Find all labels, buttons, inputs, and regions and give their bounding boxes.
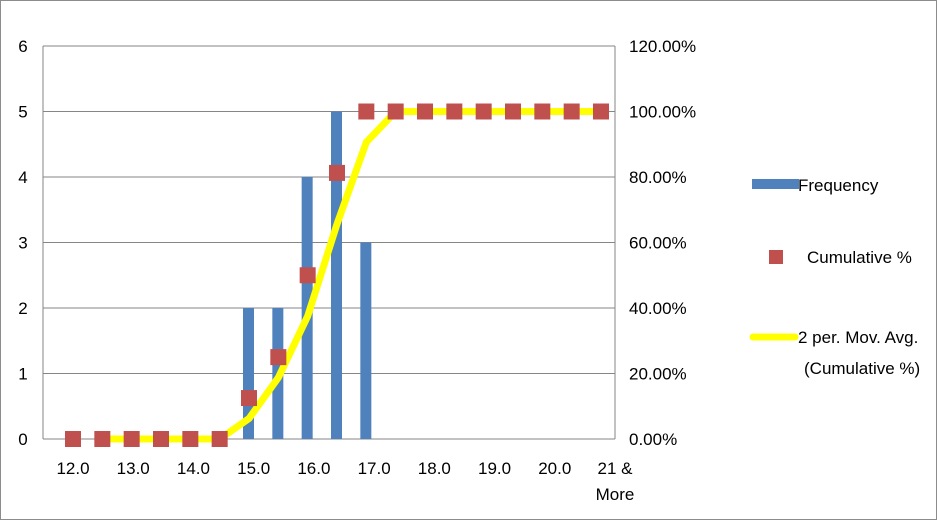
x-tick-label: 19.0 (478, 459, 511, 478)
x-tick-label-line: 20.0 (538, 459, 571, 478)
y-right-tick-label: 120.00% (629, 37, 696, 56)
cumulative-percent-marker (534, 103, 551, 120)
cumulative-percent-marker (299, 267, 316, 284)
x-tick-label: 14.0 (177, 459, 210, 478)
legend-frequency-swatch (752, 179, 799, 189)
y-right-tick-label: 60.00% (629, 234, 687, 253)
x-tick-label: 17.0 (358, 459, 391, 478)
cumulative-percent-marker (329, 164, 345, 181)
x-tick-label: 12.0 (56, 459, 89, 478)
x-tick-label-line: 15.0 (237, 459, 270, 478)
x-tick-label: 16.0 (297, 459, 330, 478)
cumulative-percent-marker (446, 103, 463, 120)
cumulative-percent-marker (475, 103, 492, 120)
y-left-tick-label: 0 (18, 430, 27, 449)
cumulative-percent-marker (505, 103, 521, 120)
x-tick-label: 20.0 (538, 459, 571, 478)
frequency-bar (331, 111, 342, 439)
x-tick-label-line: 21 & (598, 459, 634, 478)
cumulative-percent-marker (270, 349, 287, 366)
x-tick-label-line: 12.0 (56, 459, 89, 478)
x-tick-label-line: More (596, 485, 635, 504)
legend-moving-average-label: 2 per. Mov. Avg. (798, 328, 918, 347)
cumulative-percent-marker (182, 431, 199, 447)
frequency-bar (243, 308, 254, 439)
x-tick-label-line: 19.0 (478, 459, 511, 478)
frequency-bar (360, 242, 372, 439)
cumulative-percent-marker (358, 103, 375, 120)
y-left-tick-label: 1 (18, 365, 27, 384)
x-tick-label: 15.0 (237, 459, 270, 478)
x-tick-label: 13.0 (117, 459, 150, 478)
cumulative-percent-marker (123, 431, 140, 447)
y-right-tick-label: 0.00% (629, 430, 677, 449)
x-tick-label-line: 16.0 (297, 459, 330, 478)
y-right-tick-label: 80.00% (629, 168, 687, 187)
cumulative-percent-marker (65, 431, 81, 447)
cumulative-percent-marker (387, 103, 404, 120)
y-left-tick-label: 3 (18, 234, 27, 253)
moving-average-line (98, 108, 605, 443)
x-tick-label: 21 & More (596, 459, 635, 504)
y-left-tick-label: 2 (18, 299, 27, 318)
y-left-tick-label: 4 (18, 168, 27, 187)
cumulative-percent-marker (417, 103, 433, 120)
cumulative-percent-marker (153, 431, 169, 447)
legend-cumulative-swatch (769, 250, 783, 264)
cumulative-percent-marker (241, 390, 257, 407)
y-left-tick-label: 5 (18, 103, 27, 122)
legend-cumulative-label: Cumulative % (807, 248, 912, 267)
legend-moving-average-label: (Cumulative %) (804, 359, 920, 378)
x-tick-label-line: 18.0 (418, 459, 451, 478)
cumulative-percent-marker (563, 103, 580, 120)
cumulative-percent-marker (211, 431, 228, 447)
x-tick-label: 18.0 (418, 459, 451, 478)
x-tick-label-line: 17.0 (358, 459, 391, 478)
cumulative-percent-marker (593, 103, 609, 120)
y-right-tick-label: 100.00% (629, 103, 696, 122)
x-tick-label-line: 14.0 (177, 459, 210, 478)
x-tick-label-line: 13.0 (117, 459, 150, 478)
y-right-tick-label: 20.00% (629, 365, 687, 384)
cumulative-percent-marker (94, 431, 111, 447)
legend-frequency-label: Frequency (798, 176, 879, 195)
y-right-tick-label: 40.00% (629, 299, 687, 318)
y-left-tick-label: 6 (18, 37, 27, 56)
